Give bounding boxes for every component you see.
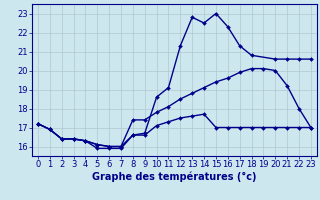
X-axis label: Graphe des températures (°c): Graphe des températures (°c)	[92, 172, 257, 182]
